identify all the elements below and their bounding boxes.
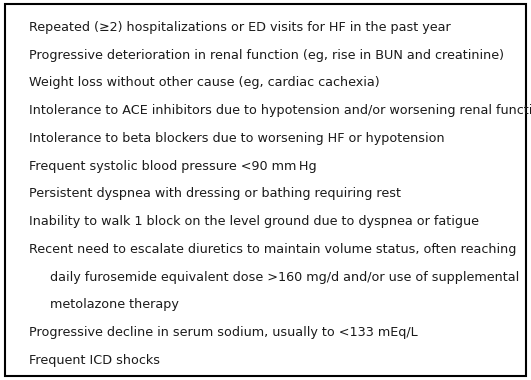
Text: Recent need to escalate diuretics to maintain volume status, often reaching: Recent need to escalate diuretics to mai… xyxy=(29,243,517,256)
Text: Repeated (≥2) hospitalizations or ED visits for HF in the past year: Repeated (≥2) hospitalizations or ED vis… xyxy=(29,21,451,34)
Text: metolazone therapy: metolazone therapy xyxy=(50,298,179,311)
Text: Persistent dyspnea with dressing or bathing requiring rest: Persistent dyspnea with dressing or bath… xyxy=(29,187,401,200)
Text: Intolerance to beta blockers due to worsening HF or hypotension: Intolerance to beta blockers due to wors… xyxy=(29,132,445,145)
FancyBboxPatch shape xyxy=(5,4,526,376)
Text: Progressive decline in serum sodium, usually to <133 mEq/L: Progressive decline in serum sodium, usu… xyxy=(29,326,418,339)
Text: Weight loss without other cause (eg, cardiac cachexia): Weight loss without other cause (eg, car… xyxy=(29,76,380,89)
Text: Progressive deterioration in renal function (eg, rise in BUN and creatinine): Progressive deterioration in renal funct… xyxy=(29,49,504,62)
Text: Inability to walk 1 block on the level ground due to dyspnea or fatigue: Inability to walk 1 block on the level g… xyxy=(29,215,479,228)
Text: Frequent ICD shocks: Frequent ICD shocks xyxy=(29,354,160,367)
Text: daily furosemide equivalent dose >160 mg/d and/or use of supplemental: daily furosemide equivalent dose >160 mg… xyxy=(50,271,520,283)
Text: Frequent systolic blood pressure <90 mm Hg: Frequent systolic blood pressure <90 mm … xyxy=(29,160,317,173)
Text: Intolerance to ACE inhibitors due to hypotension and/or worsening renal function: Intolerance to ACE inhibitors due to hyp… xyxy=(29,104,531,117)
